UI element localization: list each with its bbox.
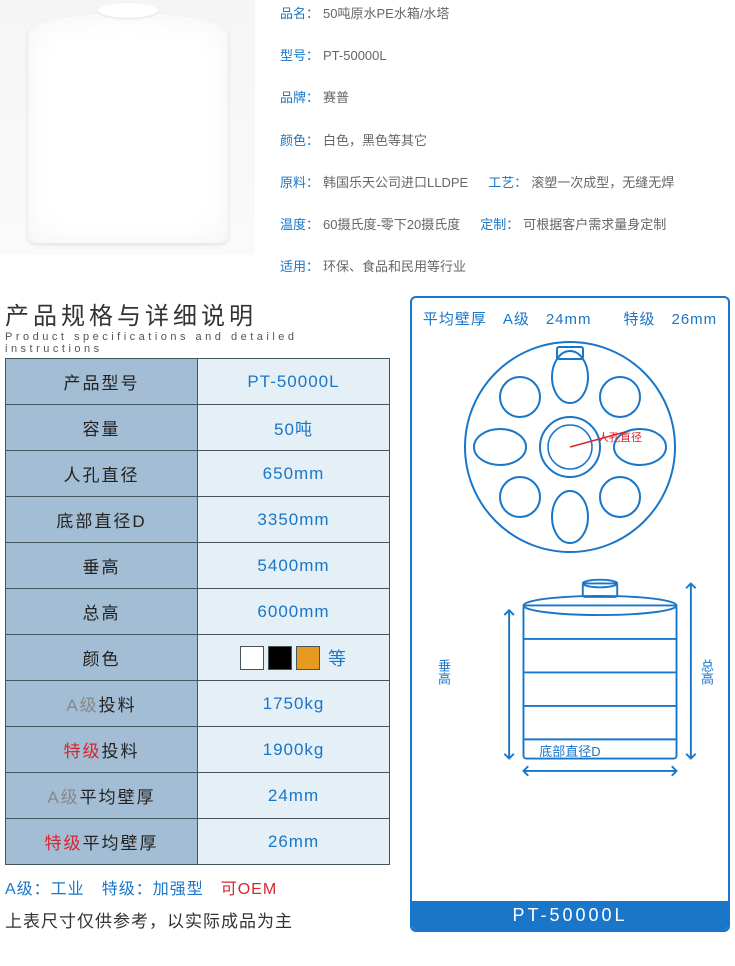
attr-label: 型号： bbox=[280, 47, 319, 65]
color-swatch bbox=[268, 646, 292, 670]
diagram-header: 平均壁厚 A级 24mm 特级 26mm bbox=[422, 308, 718, 329]
color-swatches: 等 bbox=[198, 645, 389, 671]
attr-row: 温度：60摄氏度-零下20摄氏度 定制：可根据客户需求量身定制 bbox=[280, 216, 735, 234]
spec-label-cell: 人孔直径 bbox=[6, 451, 198, 497]
tank-side-view: 底部直径D bbox=[470, 572, 670, 772]
spec-value-cell: 24mm bbox=[198, 773, 390, 819]
diagram-body: 人孔直径 垂高 bbox=[422, 337, 718, 901]
color-swatch bbox=[296, 646, 320, 670]
tank-illustration bbox=[28, 13, 228, 243]
top-section: 品名：50吨原水PE水箱/水塔型号：PT-50000L品牌：赛普颜色：白色，黑色… bbox=[0, 0, 735, 296]
spec-value-cell: 50吨 bbox=[198, 405, 390, 451]
attr-value: 赛普 bbox=[323, 89, 349, 107]
spec-row: 人孔直径650mm bbox=[6, 451, 390, 497]
spec-value-cell: 1900kg bbox=[198, 727, 390, 773]
spec-row: A级投料1750kg bbox=[6, 681, 390, 727]
spec-label-cell: A级投料 bbox=[6, 681, 198, 727]
dim-bottom-label: 底部直径D bbox=[539, 741, 600, 760]
attr-label: 温度： bbox=[280, 216, 319, 234]
attr-row: 型号：PT-50000L bbox=[280, 47, 735, 65]
spec-label-cell: A级平均壁厚 bbox=[6, 773, 198, 819]
spec-label-cell: 容量 bbox=[6, 405, 198, 451]
product-image bbox=[0, 0, 255, 255]
attr-value: 滚塑一次成型，无缝无焊 bbox=[531, 174, 674, 192]
spec-row: 容量50吨 bbox=[6, 405, 390, 451]
spec-row: 垂高5400mm bbox=[6, 543, 390, 589]
spec-value-cell: 6000mm bbox=[198, 589, 390, 635]
attr-label: 工艺： bbox=[488, 174, 527, 192]
attr-label: 定制： bbox=[480, 216, 519, 234]
footer-note-part: 可OEM bbox=[204, 881, 277, 898]
spec-value-cell: 3350mm bbox=[198, 497, 390, 543]
attr-value: 50吨原水PE水箱/水塔 bbox=[323, 5, 449, 23]
spec-row: 总高6000mm bbox=[6, 589, 390, 635]
attr-pair: 品牌：赛普 bbox=[280, 89, 349, 107]
color-swatch bbox=[240, 646, 264, 670]
spec-label-cell: 特级平均壁厚 bbox=[6, 819, 198, 865]
footer-note-disclaimer: 上表尺寸仅供参考，以实际成品为主 bbox=[5, 907, 390, 932]
spec-label-cell: 产品型号 bbox=[6, 359, 198, 405]
spec-left: 产品规格与详细说明 Product specifications and det… bbox=[5, 296, 390, 932]
attr-pair: 适用：环保、食品和民用等行业 bbox=[280, 258, 466, 276]
attr-pair: 定制：可根据客户需求量身定制 bbox=[480, 216, 666, 234]
spec-value-cell: 等 bbox=[198, 635, 390, 681]
diagram-footer: PT-50000L bbox=[412, 901, 728, 930]
spec-row: 颜色 等 bbox=[6, 635, 390, 681]
spec-title-en: Product specifications and detailed inst… bbox=[5, 331, 390, 355]
tank-top-view: 人孔直径 bbox=[460, 337, 680, 557]
side-view-wrap: 垂高 bbox=[422, 572, 718, 772]
attr-row: 品牌：赛普 bbox=[280, 89, 735, 107]
spec-row: 底部直径D3350mm bbox=[6, 497, 390, 543]
spec-row: 产品型号PT-50000L bbox=[6, 359, 390, 405]
attr-value: PT-50000L bbox=[323, 47, 387, 65]
spec-value-cell: 5400mm bbox=[198, 543, 390, 589]
spec-value-cell: 650mm bbox=[198, 451, 390, 497]
spec-value-cell: PT-50000L bbox=[198, 359, 390, 405]
swatch-etc: 等 bbox=[328, 645, 347, 671]
attr-value: 可根据客户需求量身定制 bbox=[523, 216, 666, 234]
attr-pair: 品名：50吨原水PE水箱/水塔 bbox=[280, 5, 449, 23]
spec-label-cell: 特级投料 bbox=[6, 727, 198, 773]
footer-note-part: A级：工业 bbox=[5, 881, 85, 898]
dim-left-label: 垂高 bbox=[434, 659, 453, 685]
spec-value-cell: 26mm bbox=[198, 819, 390, 865]
attributes-list: 品名：50吨原水PE水箱/水塔型号：PT-50000L品牌：赛普颜色：白色，黑色… bbox=[255, 0, 735, 276]
hole-diameter-label: 人孔直径 bbox=[598, 430, 642, 444]
spec-row: 特级投料1900kg bbox=[6, 727, 390, 773]
attr-label: 颜色： bbox=[280, 132, 319, 150]
attr-row: 品名：50吨原水PE水箱/水塔 bbox=[280, 5, 735, 23]
spec-label-cell: 总高 bbox=[6, 589, 198, 635]
attr-label: 品名： bbox=[280, 5, 319, 23]
attr-pair: 原料：韩国乐天公司进口LLDPE bbox=[280, 174, 468, 192]
attr-row: 颜色：白色，黑色等其它 bbox=[280, 132, 735, 150]
attr-label: 适用： bbox=[280, 258, 319, 276]
spec-row: A级平均壁厚24mm bbox=[6, 773, 390, 819]
attr-pair: 颜色：白色，黑色等其它 bbox=[280, 132, 427, 150]
spec-row: 特级平均壁厚26mm bbox=[6, 819, 390, 865]
attr-value: 韩国乐天公司进口LLDPE bbox=[323, 174, 468, 192]
dim-right-label: 总高 bbox=[697, 659, 716, 685]
attr-row: 适用：环保、食品和民用等行业 bbox=[280, 258, 735, 276]
spec-table: 产品型号PT-50000L容量50吨人孔直径650mm底部直径D3350mm垂高… bbox=[5, 358, 390, 865]
spec-label-cell: 颜色 bbox=[6, 635, 198, 681]
spec-section: 产品规格与详细说明 Product specifications and det… bbox=[0, 296, 735, 932]
attr-label: 品牌： bbox=[280, 89, 319, 107]
spec-value-cell: 1750kg bbox=[198, 681, 390, 727]
spec-label-cell: 垂高 bbox=[6, 543, 198, 589]
attr-pair: 温度：60摄氏度-零下20摄氏度 bbox=[280, 216, 460, 234]
attr-pair: 工艺：滚塑一次成型，无缝无焊 bbox=[488, 174, 674, 192]
footer-note-part: 特级：加强型 bbox=[85, 881, 204, 898]
footer-note-grades: A级：工业 特级：加强型 可OEM bbox=[5, 875, 390, 899]
diagram-panel: 平均壁厚 A级 24mm 特级 26mm bbox=[410, 296, 730, 932]
attr-value: 60摄氏度-零下20摄氏度 bbox=[323, 216, 460, 234]
attr-value: 环保、食品和民用等行业 bbox=[323, 258, 466, 276]
attr-row: 原料：韩国乐天公司进口LLDPE 工艺：滚塑一次成型，无缝无焊 bbox=[280, 174, 735, 192]
attr-value: 白色，黑色等其它 bbox=[323, 132, 427, 150]
spec-label-cell: 底部直径D bbox=[6, 497, 198, 543]
spec-title-cn: 产品规格与详细说明 bbox=[5, 296, 390, 331]
attr-pair: 型号：PT-50000L bbox=[280, 47, 387, 65]
attr-label: 原料： bbox=[280, 174, 319, 192]
